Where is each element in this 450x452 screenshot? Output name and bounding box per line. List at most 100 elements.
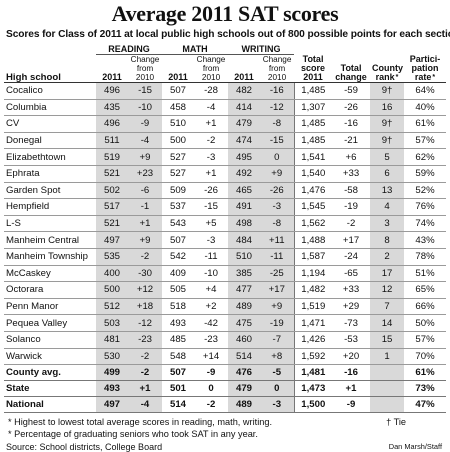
cell-mc: -15 — [194, 198, 229, 216]
cell-wc: -12 — [260, 99, 295, 117]
header-writing-year: 2011 — [228, 54, 261, 83]
cell-r: 493 — [96, 380, 128, 398]
cell-r: 519 — [96, 148, 128, 166]
cell-m: 542 — [162, 248, 195, 266]
cell-tc: -9 — [332, 396, 371, 414]
cell-mc: -23 — [194, 331, 229, 349]
cell-wc: 0 — [260, 380, 295, 398]
cell-school: Cocalico — [4, 82, 96, 100]
cell-wc: -25 — [260, 265, 295, 283]
cell-m: 548 — [162, 348, 195, 366]
cell-rate: 59% — [404, 165, 447, 183]
cell-rank — [370, 396, 405, 414]
cell-school: County avg. — [4, 364, 96, 382]
cell-rc: -9 — [128, 115, 163, 133]
cell-tc: +29 — [332, 298, 371, 316]
cell-school: L-S — [4, 215, 96, 233]
cell-tc: +6 — [332, 148, 371, 166]
cell-tc: -73 — [332, 314, 371, 332]
table-row: Manheim Central 497 +9 507 -3 484 +11 1,488 +17 8… — [4, 231, 447, 249]
cell-mc: -42 — [194, 314, 229, 332]
cell-rank: 1 — [370, 348, 405, 366]
summary-row: National 497 -4 514 -2 489 -3 1,500 -9 47% — [4, 396, 447, 414]
cell-w: 385 — [228, 265, 261, 283]
cell-mc: +1 — [194, 115, 229, 133]
cell-total: 1,500 — [293, 396, 333, 414]
cell-wc: -26 — [260, 182, 295, 200]
cell-rc: -30 — [128, 265, 163, 283]
cell-w: 414 — [228, 99, 261, 117]
cell-total: 1,473 — [293, 380, 333, 398]
cell-w: 495 — [228, 148, 261, 166]
cell-mc: -9 — [194, 364, 229, 382]
cell-w: 477 — [228, 281, 261, 299]
participation-label: Partici-pation rate — [409, 54, 441, 82]
cell-rate: 64% — [404, 82, 447, 100]
footnote-rank: * Highest to lowest total average scores… — [8, 416, 446, 428]
table-row: Octorara 500 +12 505 +4 477 +17 1,482 +33 12 65% — [4, 281, 447, 299]
cell-rc: -23 — [128, 331, 163, 349]
cell-mc: -2 — [194, 396, 229, 414]
cell-w: 479 — [228, 380, 261, 398]
cell-rc: -2 — [128, 364, 163, 382]
cell-rate: 62% — [404, 148, 447, 166]
source-text: Source: School districts, College Board — [6, 442, 163, 452]
cell-school: Donegal — [4, 132, 96, 150]
table-body: Cocalico 496 -15 507 -28 482 -16 1,485 -59 9† 64% C… — [4, 82, 447, 414]
cell-tc: +17 — [332, 231, 371, 249]
cell-tc: -16 — [332, 115, 371, 133]
header-spacer — [404, 43, 446, 55]
cell-school: Warwick — [4, 348, 96, 366]
cell-wc: +8 — [260, 348, 295, 366]
cell-r: 521 — [96, 215, 128, 233]
cell-m: 507 — [162, 82, 195, 100]
cell-tc: -58 — [332, 182, 371, 200]
cell-m: 509 — [162, 182, 195, 200]
county-rank-label: County rank — [372, 63, 404, 82]
table-row: Solanco 481 -23 485 -23 460 -7 1,426 -53 15 57% — [4, 331, 447, 349]
table-row: Columbia 435 -10 458 -4 414 -12 1,307 -26 16 40% — [4, 99, 447, 117]
cell-school: Octorara — [4, 281, 96, 299]
header-county-rank: County rank* — [370, 54, 405, 83]
cell-m: 514 — [162, 396, 195, 414]
participation-mark: * — [432, 74, 436, 81]
cell-r: 503 — [96, 314, 128, 332]
cell-rate: 70% — [404, 348, 447, 366]
cell-w: 465 — [228, 182, 261, 200]
table-row: L-S 521 +1 543 +5 498 -8 1,562 -2 3 74% — [4, 215, 447, 233]
cell-m: 505 — [162, 281, 195, 299]
cell-tc: -26 — [332, 99, 371, 117]
cell-total: 1,485 — [293, 82, 333, 100]
cell-mc: -10 — [194, 265, 229, 283]
header-reading-year: 2011 — [96, 54, 128, 83]
cell-total: 1,562 — [293, 215, 333, 233]
cell-wc: +11 — [260, 231, 295, 249]
table-row: Cocalico 496 -15 507 -28 482 -16 1,485 -59 9† 64% — [4, 82, 447, 100]
cell-total: 1,592 — [293, 348, 333, 366]
cell-w: 489 — [228, 298, 261, 316]
cell-school: McCaskey — [4, 265, 96, 283]
cell-rank: 9† — [370, 115, 405, 133]
cell-rate: 57% — [404, 132, 447, 150]
cell-mc: -4 — [194, 99, 229, 117]
header-reading-change: Change from 2010 — [128, 54, 163, 83]
cell-r: 400 — [96, 265, 128, 283]
cell-school: Ephrata — [4, 165, 96, 183]
cell-rate: 74% — [404, 215, 447, 233]
cell-rate: 61% — [404, 115, 447, 133]
cell-w: 492 — [228, 165, 261, 183]
cell-tc: -19 — [332, 198, 371, 216]
cell-total: 1,488 — [293, 231, 333, 249]
cell-wc: -8 — [260, 115, 295, 133]
cell-w: 484 — [228, 231, 261, 249]
cell-rank: 13 — [370, 182, 405, 200]
summary-row: County avg. 499 -2 507 -9 476 -5 1,481 -16 61% — [4, 364, 447, 382]
table-row: Garden Spot 502 -6 509 -26 465 -26 1,476 -58 13 52… — [4, 182, 447, 200]
cell-rate: 40% — [404, 99, 447, 117]
cell-tc: -16 — [332, 364, 371, 382]
cell-rc: -4 — [128, 396, 163, 414]
cell-rate: 51% — [404, 265, 447, 283]
cell-mc: +2 — [194, 298, 229, 316]
cell-r: 497 — [96, 396, 128, 414]
